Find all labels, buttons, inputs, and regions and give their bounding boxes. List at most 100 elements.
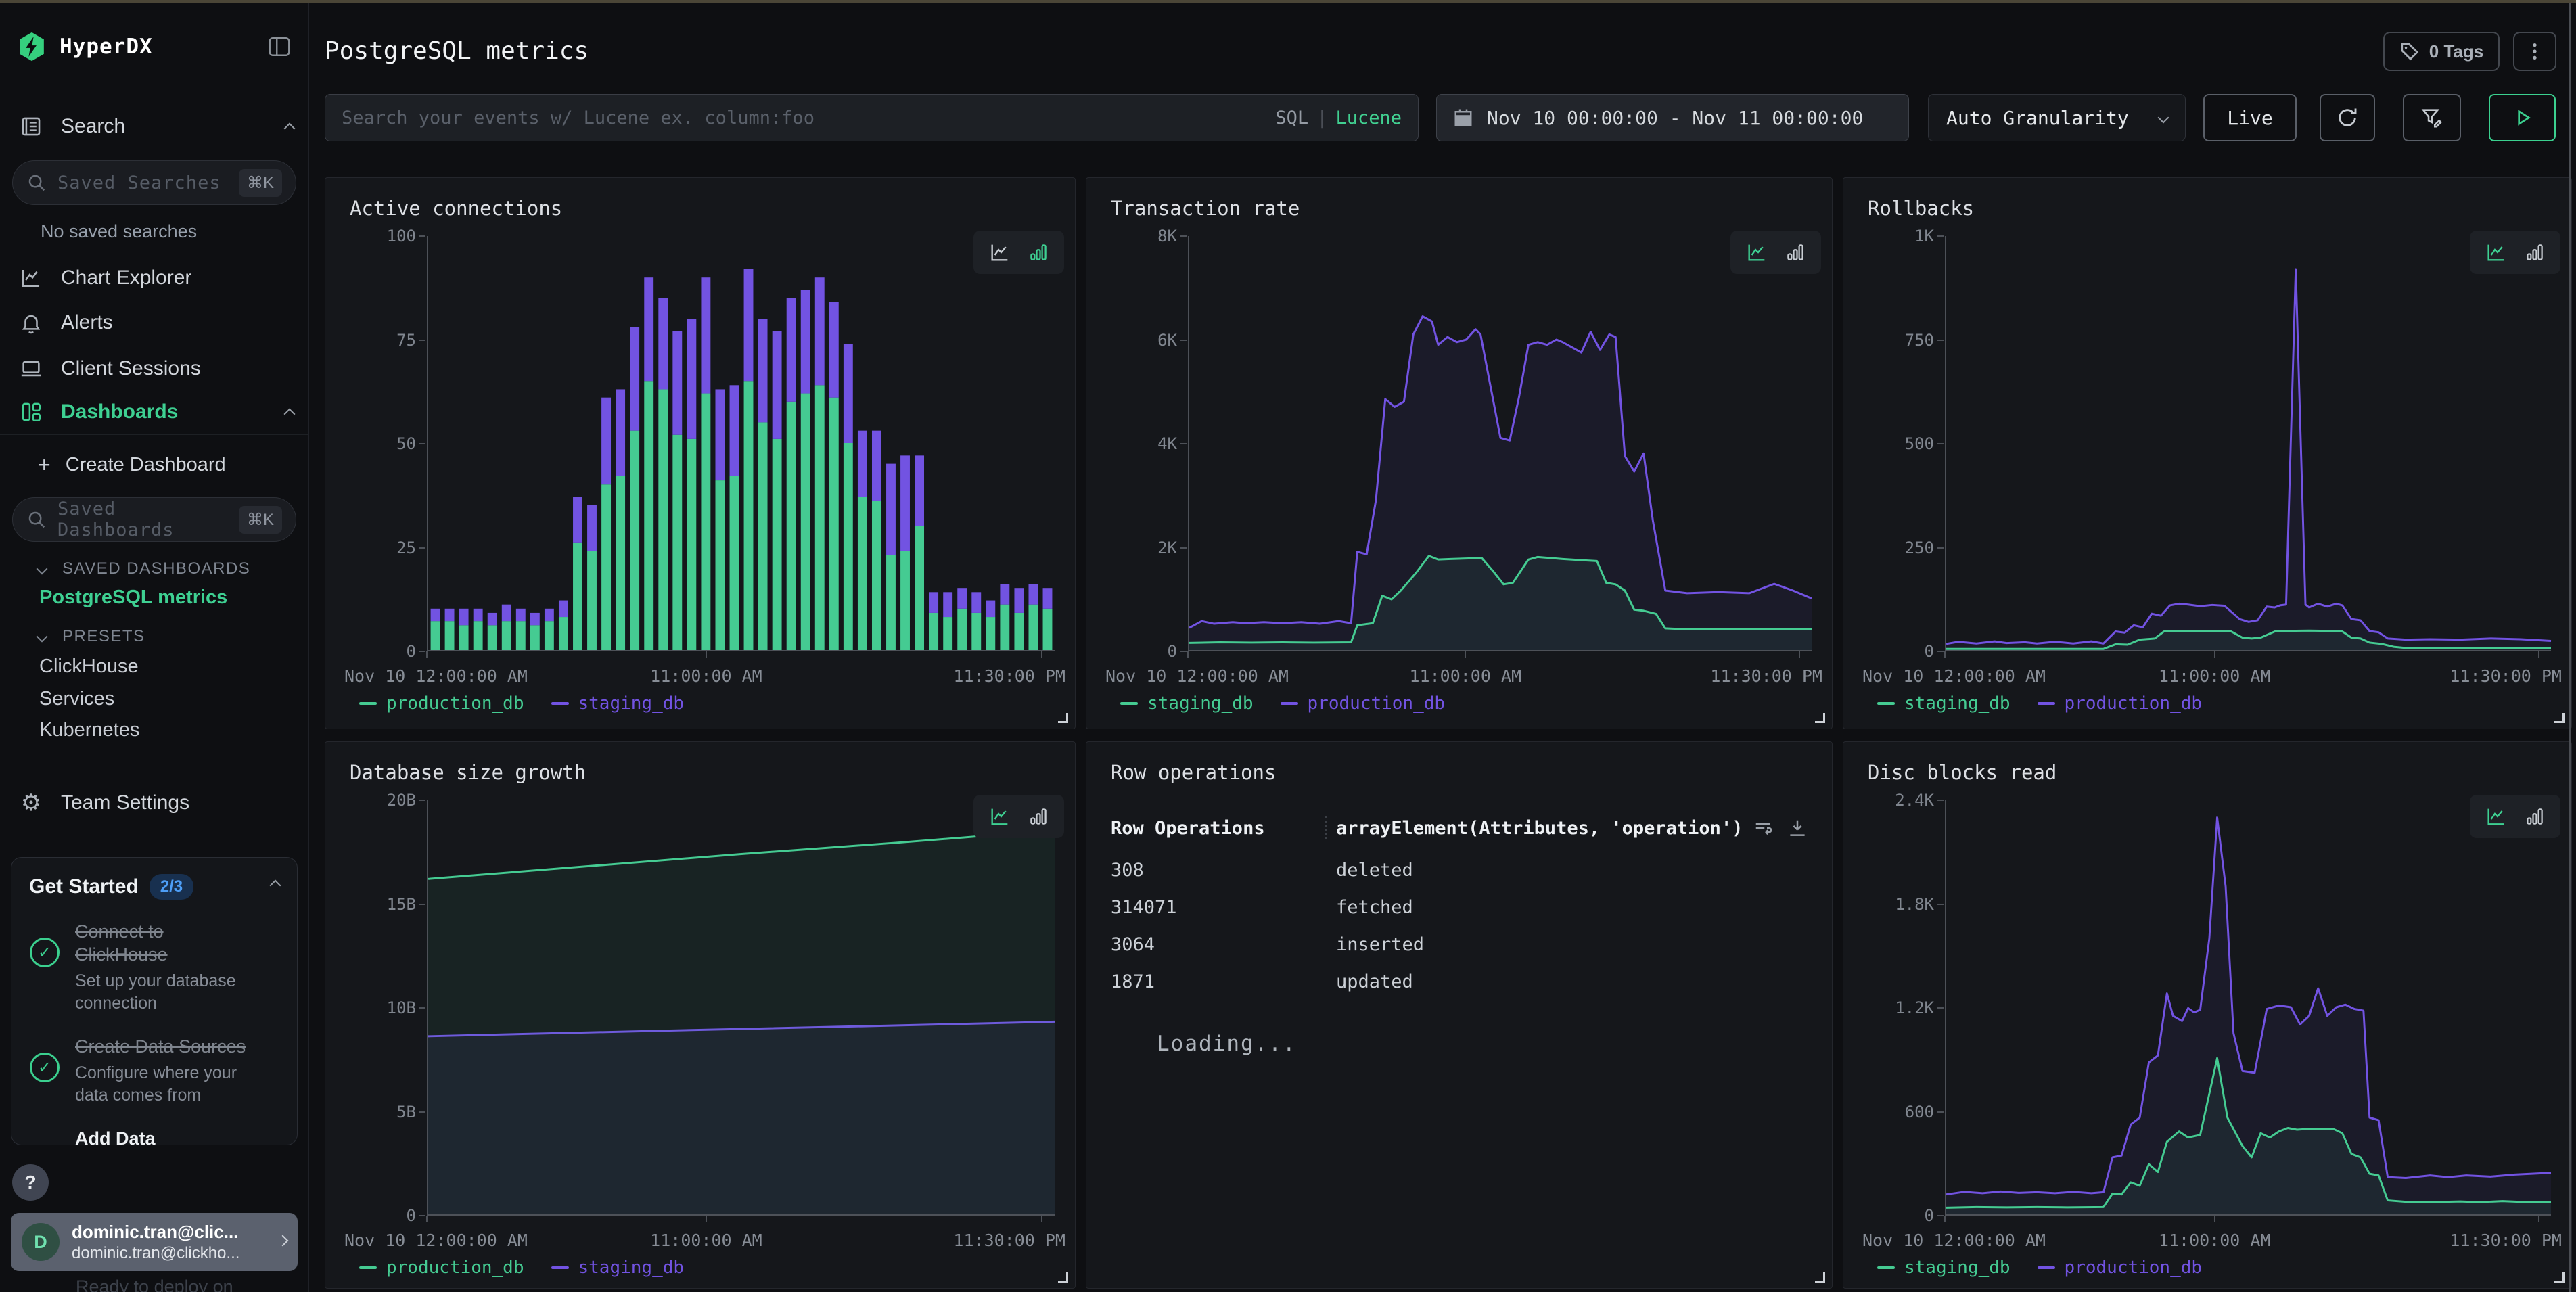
sidebar-item-client-sessions[interactable]: Client Sessions [19, 352, 294, 385]
x-axis-tick: Nov 10 12:00:00 AM [344, 1230, 528, 1250]
chart-view-toggle [1730, 231, 1821, 274]
line-chart-icon[interactable] [989, 241, 1011, 263]
wrap-text-icon[interactable] [1753, 818, 1774, 838]
user-name: dominic.tran@clic... [72, 1222, 239, 1243]
download-icon[interactable] [1787, 818, 1808, 838]
line-chart-icon[interactable] [2485, 241, 2507, 263]
date-range-picker[interactable]: Nov 10 00:00:00 - Nov 11 00:00:00 [1436, 94, 1909, 141]
table-header-expression[interactable]: arrayElement(Attributes, 'operation') [1336, 818, 1743, 839]
y-axis-tick: 50 [396, 434, 416, 453]
table-row[interactable]: 308deleted [1111, 852, 1808, 889]
live-button[interactable]: Live [2203, 94, 2297, 141]
legend-item-staging_db[interactable]: staging_db [1877, 1258, 2010, 1278]
bar-chart-icon[interactable] [1028, 806, 1049, 827]
panel-title: Database size growth [350, 761, 586, 784]
resize-handle[interactable] [1058, 1272, 1068, 1283]
sidebar-item-services[interactable]: Services [39, 688, 114, 710]
y-axis-tick: 2.4K [1895, 791, 1934, 810]
sidebar-item-search[interactable]: Search [19, 110, 294, 143]
saved-dashboards-section-header[interactable]: SAVED DASHBOARDS [38, 559, 250, 578]
resize-handle[interactable] [2554, 713, 2564, 723]
user-menu[interactable]: D dominic.tran@clic... dominic.tran@clic… [11, 1213, 298, 1271]
chart-plot[interactable] [1945, 236, 2551, 651]
saved-searches-input[interactable]: Saved Searches ⌘K [12, 160, 296, 205]
sidebar-item-alerts[interactable]: Alerts [19, 306, 294, 339]
more-options-button[interactable] [2513, 32, 2556, 71]
sidebar-item-postgresql-metrics[interactable]: PostgreSQL metrics [39, 586, 227, 609]
legend-item-staging_db[interactable]: staging_db [1120, 693, 1254, 714]
tags-button[interactable]: 0 Tags [2383, 32, 2500, 71]
saved-dashboards-input[interactable]: Saved Dashboards ⌘K [12, 497, 296, 542]
chart-view-toggle [973, 795, 1064, 838]
table-row[interactable]: 3064inserted [1111, 926, 1808, 963]
progress-badge: 2/3 [150, 874, 193, 900]
sidebar-collapse-icon[interactable] [265, 34, 294, 59]
kebab-icon [2524, 41, 2546, 62]
line-chart-icon[interactable] [2485, 806, 2507, 827]
table-row[interactable]: 1871updated [1111, 963, 1808, 1000]
bar-chart-icon[interactable] [2525, 242, 2545, 262]
granularity-select[interactable]: Auto Granularity [1928, 94, 2186, 141]
event-search-input[interactable]: Search your events w/ Lucene ex. column:… [325, 94, 1419, 141]
legend-item-production_db[interactable]: production_db [2038, 1258, 2203, 1278]
line-chart-icon [19, 267, 43, 290]
legend-item-production_db[interactable]: production_db [2038, 693, 2203, 714]
legend-item-production_db[interactable]: production_db [359, 693, 524, 714]
x-axis-tick: 11:30:00 PM [1710, 666, 1822, 686]
refresh-button[interactable] [2320, 94, 2375, 141]
help-button[interactable]: ? [12, 1164, 49, 1201]
legend-item-production_db[interactable]: production_db [359, 1258, 524, 1278]
sidebar-item-dashboards[interactable]: Dashboards [19, 396, 294, 428]
panel-title: Disc blocks read [1868, 761, 2056, 784]
run-query-button[interactable] [2489, 94, 2556, 141]
bar-chart-icon[interactable] [2525, 806, 2545, 827]
resize-handle[interactable] [1815, 1272, 1825, 1283]
presets-section-header[interactable]: PRESETS [38, 627, 145, 646]
sidebar-item-team-settings[interactable]: ⚙ Team Settings [19, 787, 294, 819]
date-range-value: Nov 10 00:00:00 - Nov 11 00:00:00 [1487, 107, 1863, 129]
chevron-up-icon[interactable] [285, 400, 294, 423]
x-axis-tick: 11:00:00 AM [2159, 666, 2271, 686]
sidebar-item-clickhouse[interactable]: ClickHouse [39, 655, 139, 678]
chevron-up-icon[interactable] [271, 881, 279, 893]
bar-chart-icon[interactable] [1785, 242, 1806, 262]
legend-item-production_db[interactable]: production_db [1281, 693, 1446, 714]
sidebar-item-chart-explorer[interactable]: Chart Explorer [19, 262, 294, 294]
resize-handle[interactable] [2554, 1272, 2564, 1283]
filter-button[interactable] [2403, 94, 2461, 141]
legend-item-staging_db[interactable]: staging_db [551, 1258, 685, 1278]
resize-handle[interactable] [1815, 713, 1825, 723]
get-started-step-connect[interactable]: ✓ Connect to ClickHouse Set up your data… [29, 920, 279, 1015]
x-axis-tick: 11:30:00 PM [2450, 666, 2562, 686]
column-divider[interactable] [1325, 816, 1327, 839]
sql-mode-toggle[interactable]: SQL [1275, 108, 1308, 129]
lucene-mode-toggle[interactable]: Lucene [1335, 108, 1402, 129]
chevron-up-icon[interactable] [285, 115, 294, 138]
tags-label: 0 Tags [2429, 41, 2483, 62]
dashboards-grid-icon [19, 400, 43, 423]
panel-title: Transaction rate [1111, 197, 1300, 220]
sidebar-item-kubernetes[interactable]: Kubernetes [39, 719, 139, 741]
chart-plot[interactable] [1945, 800, 2551, 1216]
resize-handle[interactable] [1058, 713, 1068, 723]
line-chart-icon[interactable] [1746, 241, 1768, 263]
chart-plot[interactable] [1188, 236, 1812, 651]
get-started-step-sources[interactable]: ✓ Create Data Sources Configure where yo… [29, 1035, 279, 1107]
laptop-icon [19, 357, 43, 380]
legend-item-staging_db[interactable]: staging_db [1877, 693, 2010, 714]
check-circle-icon: ✓ [30, 938, 60, 967]
y-axis-tick: 20B [387, 791, 416, 810]
get-started-step-add-data[interactable]: 3 Add Data Start sending logs, metrics, … [29, 1127, 279, 1145]
create-dashboard-button[interactable]: + Create Dashboard [38, 450, 226, 480]
table-header-metric[interactable]: Row Operations [1111, 818, 1325, 839]
table-row[interactable]: 314071fetched [1111, 889, 1808, 926]
bar-chart-icon[interactable] [1028, 242, 1049, 262]
line-chart-icon[interactable] [989, 806, 1011, 827]
chart-plot[interactable] [427, 236, 1055, 651]
filter-icon [2420, 106, 2443, 129]
section-label: SAVED DASHBOARDS [62, 559, 250, 578]
legend-item-staging_db[interactable]: staging_db [551, 693, 685, 714]
chart-plot[interactable] [427, 800, 1055, 1216]
cell-operation: inserted [1325, 934, 1424, 955]
scrollbar[interactable] [2569, 3, 2571, 1292]
